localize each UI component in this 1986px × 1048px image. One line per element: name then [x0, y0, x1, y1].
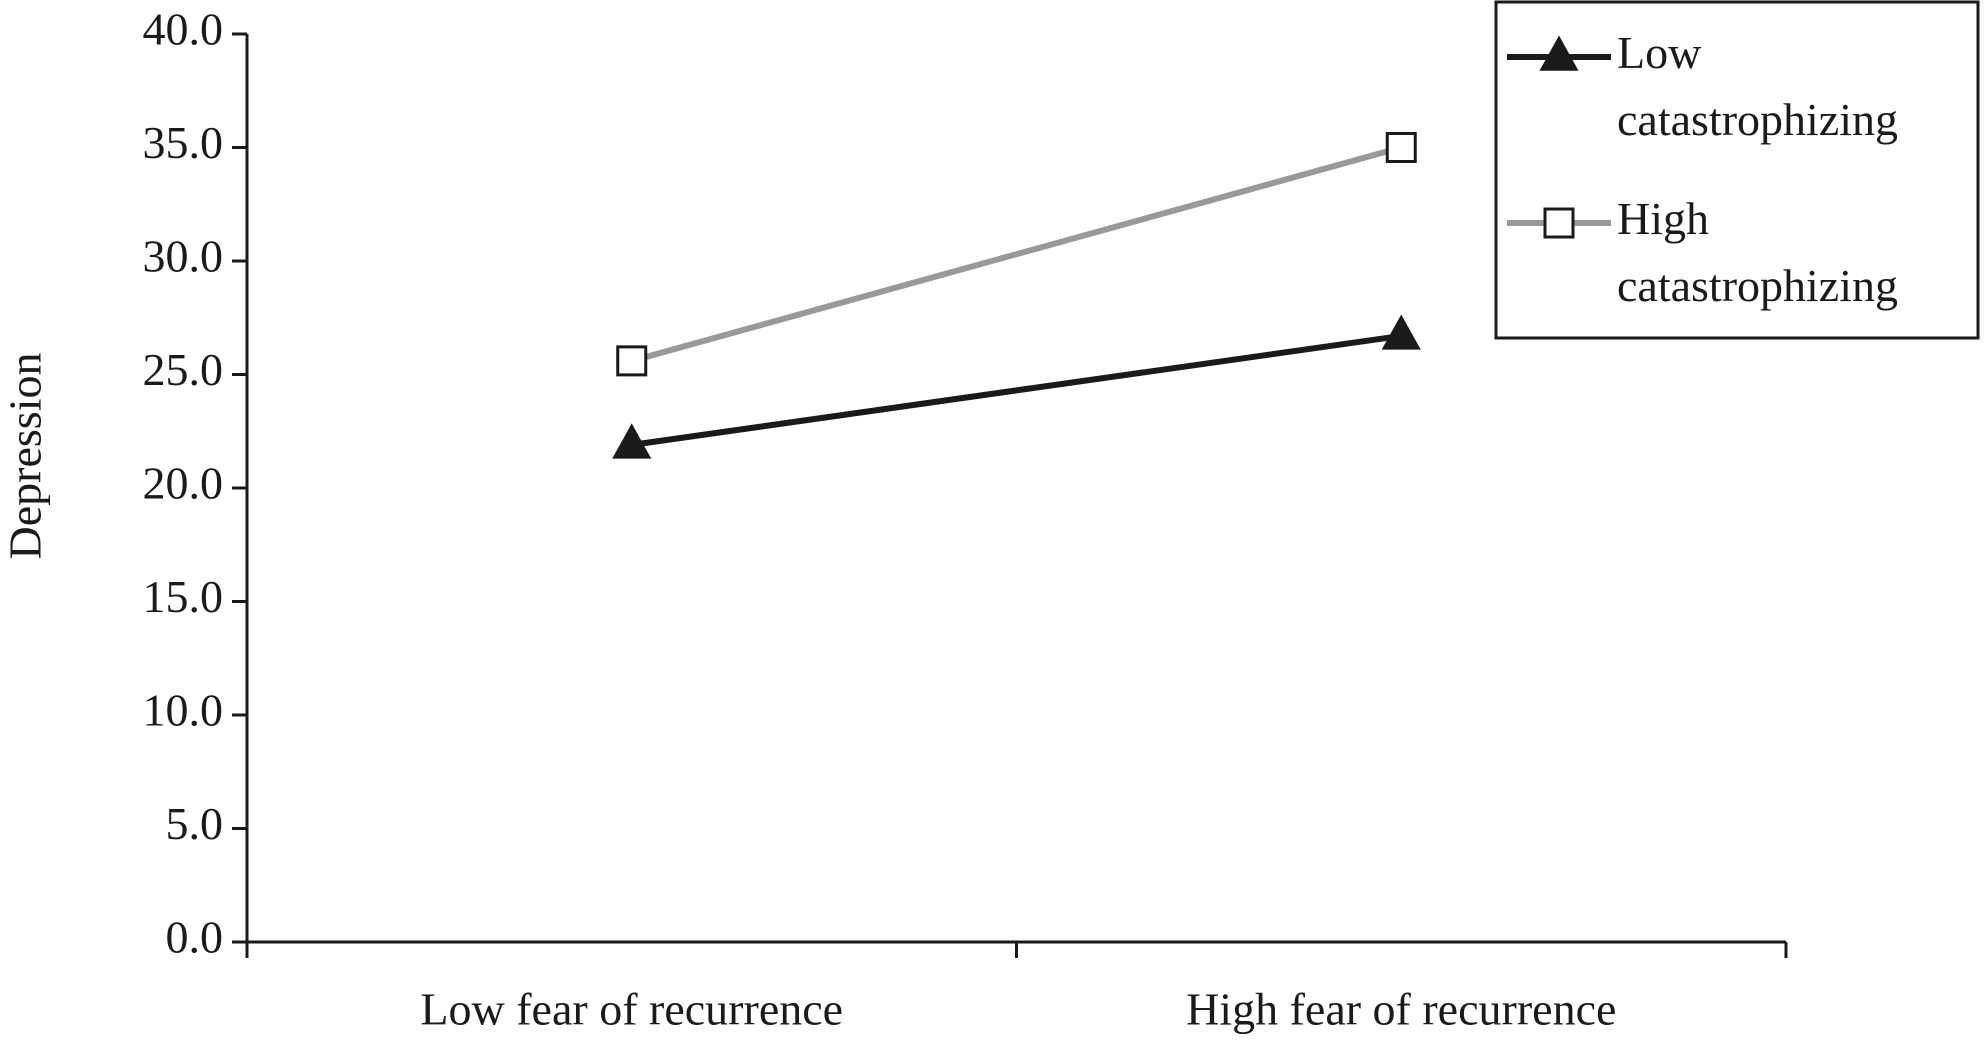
legend-label: High catastrophizing — [1617, 193, 1898, 311]
series-line — [630, 144, 1403, 364]
y-axis-label: Depression — [0, 353, 51, 560]
y-tick-label: 35.0 — [143, 117, 224, 168]
marker — [616, 345, 648, 377]
x-tick-label: Low fear of recurrence — [420, 984, 843, 1035]
y-tick-label: 10.0 — [143, 685, 224, 736]
x-tick-label: High fear of recurrence — [1186, 984, 1616, 1035]
series-line — [631, 332, 1402, 448]
y-tick-label: 25.0 — [143, 344, 224, 395]
y-tick-label: 5.0 — [166, 798, 224, 849]
marker — [612, 423, 652, 459]
marker — [1385, 132, 1417, 163]
y-tick-label: 20.0 — [143, 458, 224, 509]
y-tick-label: 0.0 — [166, 912, 224, 963]
y-tick-label: 40.0 — [143, 4, 224, 55]
y-tick-label: 30.0 — [143, 231, 224, 282]
marker — [1381, 314, 1421, 350]
legend-marker — [1543, 207, 1575, 239]
legend-marker — [1539, 35, 1579, 71]
legend-label: Low catastrophizing — [1617, 27, 1898, 145]
y-tick-label: 15.0 — [143, 571, 224, 622]
